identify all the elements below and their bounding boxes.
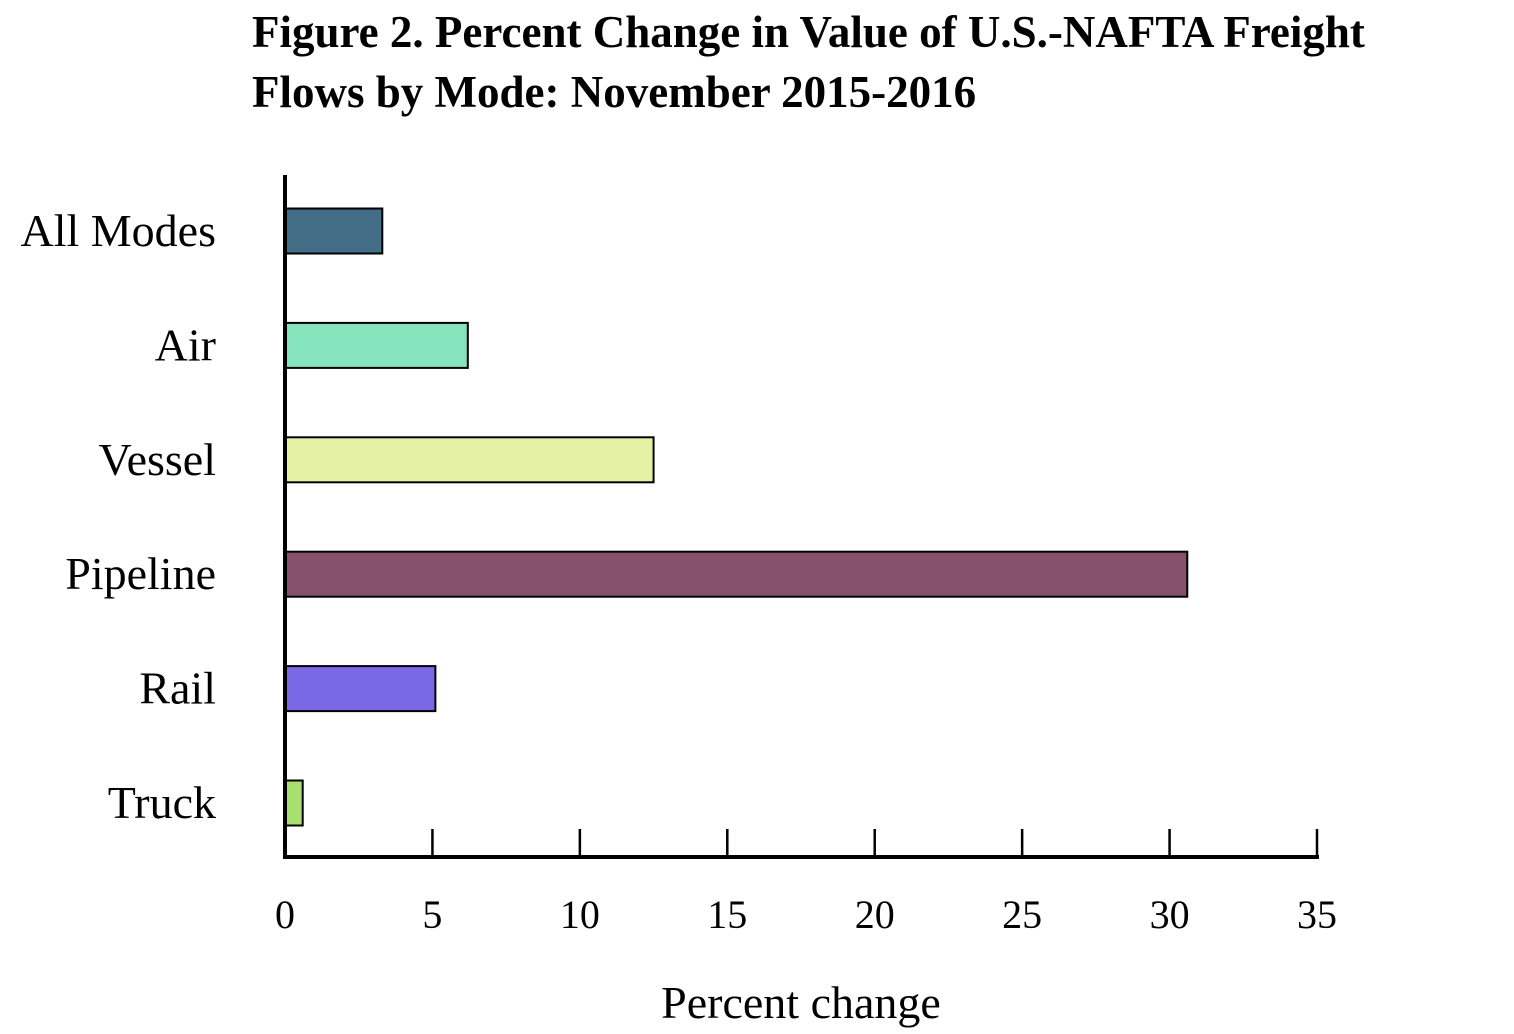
category-label-truck: Truck xyxy=(108,777,216,828)
x-axis-title: Percent change xyxy=(661,977,941,1028)
bar-air xyxy=(284,321,469,369)
category-labels: All Modes Air Vessel Pipeline Rail Truck xyxy=(21,205,217,828)
bar-rail xyxy=(284,665,437,713)
x-tick-label-10: 10 xyxy=(560,892,600,937)
bar-pipeline xyxy=(284,550,1189,598)
category-label-rail: Rail xyxy=(139,663,216,714)
chart-title-line-2: Flows by Mode: November 2015-2016 xyxy=(252,67,977,117)
x-axis-tick-labels: 0 5 10 15 20 25 30 35 xyxy=(275,892,1337,937)
x-tick-label-5: 5 xyxy=(422,892,442,937)
x-tick-label-35: 35 xyxy=(1297,892,1337,937)
category-label-air: Air xyxy=(155,319,216,370)
x-tick-label-15: 15 xyxy=(707,892,747,937)
x-tick-label-30: 30 xyxy=(1150,892,1190,937)
x-axis-ticks xyxy=(431,829,1319,857)
x-tick-label-25: 25 xyxy=(1002,892,1042,937)
bar-series xyxy=(284,207,1189,827)
bar-vessel xyxy=(284,436,655,484)
bar-all-modes xyxy=(284,207,384,255)
x-tick-label-20: 20 xyxy=(855,892,895,937)
chart-title-line-1: Figure 2. Percent Change in Value of U.S… xyxy=(252,7,1365,57)
category-label-vessel: Vessel xyxy=(98,434,216,485)
x-tick-label-0: 0 xyxy=(275,892,295,937)
chart-title: Figure 2. Percent Change in Value of U.S… xyxy=(252,2,1514,122)
category-label-all-modes: All Modes xyxy=(21,205,217,256)
category-label-pipeline: Pipeline xyxy=(65,548,216,599)
bar-truck xyxy=(284,779,304,827)
